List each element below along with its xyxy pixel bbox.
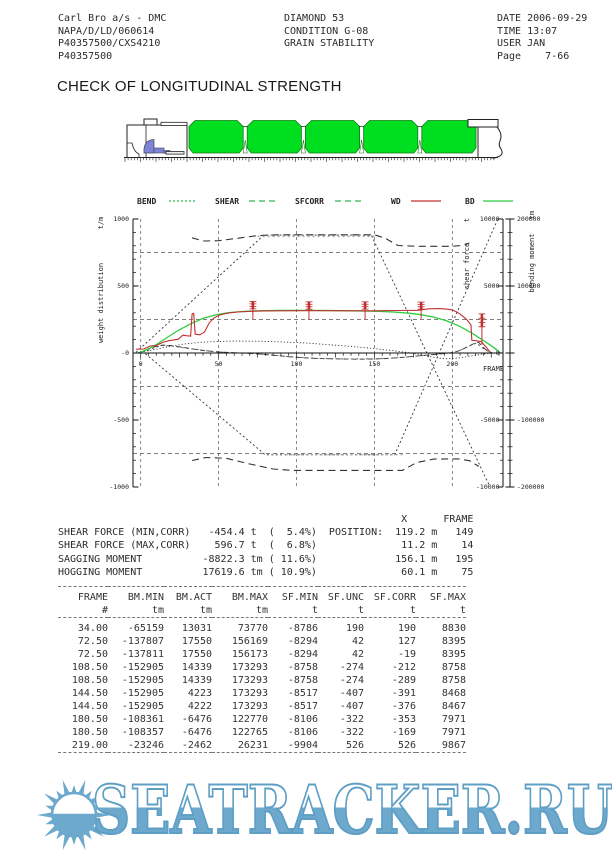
svg-text:t: t xyxy=(463,218,471,222)
bm-limit-upper-curve xyxy=(191,234,470,247)
strength-table: FRAME BM.MIN BM.ACT BM.MAX SF.MIN SF.UNC SF.CO… xyxy=(58,586,466,757)
correction-spike xyxy=(249,301,257,320)
svg-text:200000: 200000 xyxy=(517,215,541,223)
shear-curve xyxy=(137,341,493,360)
ship-hull-outline xyxy=(126,118,188,158)
svg-text:-500: -500 xyxy=(113,416,129,424)
table-row: 72.50 -137807 17550 156169 -8294 42 127 8395 xyxy=(77,636,466,647)
svg-text:t/m: t/m xyxy=(97,217,105,230)
legend-item-shear: SHEAR xyxy=(215,197,277,206)
svg-text:5000: 5000 xyxy=(484,282,500,290)
svg-text:bending moment: bending moment xyxy=(528,233,536,292)
table-rule xyxy=(58,586,466,591)
table-row: 144.50 -152905 4223 173293 -8517 -407 -391 8468 xyxy=(71,688,466,699)
legend-item-bd: BD xyxy=(465,197,513,206)
ship-baseline-scale xyxy=(124,157,498,162)
table-row: 180.50 -108357 -6476 122765 -8106 -322 -169 797… xyxy=(71,727,466,738)
svg-text:200: 200 xyxy=(446,360,458,368)
svg-text:50: 50 xyxy=(215,360,223,368)
svg-text:-100000: -100000 xyxy=(517,416,544,424)
chart-legend: BEND SHEAR SFCORR WD BD xyxy=(137,197,513,206)
bend-curve xyxy=(137,340,498,360)
svg-text:FRAME: FRAME xyxy=(483,365,504,373)
legend-item-wd: WD xyxy=(391,197,441,206)
svg-text:100000: 100000 xyxy=(517,282,541,290)
correction-spike xyxy=(305,301,313,320)
svg-text:weight distribution: weight distribution xyxy=(97,263,105,343)
wd-curve xyxy=(135,308,492,354)
table-header-row: FRAME BM.MIN BM.ACT BM.MAX SF.MIN SF.UNC SF.CO… xyxy=(77,592,466,603)
legend-item-bend: BEND xyxy=(137,197,197,206)
svg-text:-10000: -10000 xyxy=(476,483,500,491)
svg-text:-0: -0 xyxy=(492,349,500,357)
svg-text:BD: BD xyxy=(465,197,475,206)
sf-limit-upper-curve xyxy=(135,234,491,487)
correction-spike xyxy=(478,313,486,345)
table-row: 180.50 -108361 -6476 122770 -8106 -322 -353 797… xyxy=(71,714,466,725)
chart-curves xyxy=(135,219,502,487)
table-row: 108.50 -152905 14339 173293 -8758 -274 -212 875… xyxy=(71,662,466,673)
svg-text:-0: -0 xyxy=(121,349,129,357)
table-row: 34.00 -65159 13031 73770 -8786 190 190 8830 xyxy=(77,623,466,634)
svg-text:-200000: -200000 xyxy=(517,483,544,491)
table-row: 72.50 -137811 17550 156173 -8294 42 -19 8395 xyxy=(77,649,466,660)
svg-text:500: 500 xyxy=(117,282,129,290)
svg-text:0: 0 xyxy=(139,360,143,368)
sf-limit-lower-curve xyxy=(145,219,498,456)
svg-text:1000: 1000 xyxy=(113,215,129,223)
svg-text:150: 150 xyxy=(369,360,381,368)
table-row: 219.00 -23246 -2462 26231 -9904 526 526 9867 xyxy=(71,740,466,751)
ship-profile-drawing xyxy=(124,118,503,162)
bulkhead-correction-marks xyxy=(249,301,486,345)
legend-item-sfcorr: SFCORR xyxy=(295,197,363,206)
svg-text:-5000: -5000 xyxy=(480,416,500,424)
header-condition-block: DIAMOND 53 CONDITION G-08 GRAIN STABILIT… xyxy=(284,13,375,50)
svg-text:shear force: shear force xyxy=(463,243,471,289)
svg-text:-1000: -1000 xyxy=(109,483,129,491)
header-date-block: DATE 2006-09-29 TIME 13:07 USER JAN Page… xyxy=(497,13,588,62)
watermark-text: SEATRACKER.RU xyxy=(91,772,612,854)
header-company-block: Carl Bro a/s - DMC NAPA/D/LD/060614 P403… xyxy=(58,13,167,62)
table-row: 144.50 -152905 4222 173293 -8517 -407 -376 8467 xyxy=(71,701,466,712)
bm-limit-lower-curve xyxy=(191,456,480,471)
watermark: SEATRACKER.RU xyxy=(0,772,612,857)
correction-spike xyxy=(361,301,369,320)
sun-logo-icon xyxy=(37,779,111,851)
table-rule xyxy=(58,617,466,622)
svg-text:WD: WD xyxy=(391,197,401,206)
sfcorr-curve xyxy=(137,342,493,360)
correction-spike xyxy=(417,301,425,319)
table-rule xyxy=(58,752,466,757)
table-header-row: # tm tm tm t t t t xyxy=(101,605,466,616)
ship-cargo-holds xyxy=(188,120,477,154)
summary-block: X FRAME SHEAR FORCE (MIN,CORR) -454.4 t … xyxy=(58,514,474,578)
bd-curve xyxy=(138,309,502,354)
svg-text:SFCORR: SFCORR xyxy=(295,197,324,206)
svg-text:10000: 10000 xyxy=(480,215,500,223)
svg-text:100: 100 xyxy=(291,360,303,368)
svg-text:tm: tm xyxy=(528,211,536,219)
page-title: CHECK OF LONGITUDINAL STRENGTH xyxy=(57,78,342,95)
svg-text:BEND: BEND xyxy=(137,197,156,206)
table-row: 108.50 -152905 14339 173293 -8758 -274 -289 875… xyxy=(71,675,466,686)
svg-text:SHEAR: SHEAR xyxy=(215,197,239,206)
